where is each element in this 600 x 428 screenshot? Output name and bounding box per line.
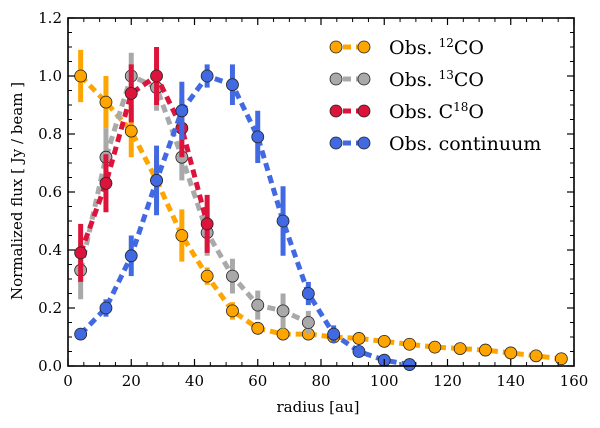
data-point [301, 287, 315, 300]
data-point [251, 298, 265, 312]
data-point [403, 337, 416, 351]
data-point [200, 69, 214, 83]
legend-marker [329, 40, 343, 54]
data-point [226, 78, 239, 92]
x-tick-label: 120 [433, 372, 462, 390]
series-0 [74, 49, 568, 366]
data-point [99, 301, 113, 315]
y-axis-label: Normalized flux [ Jy / beam ] [8, 82, 26, 300]
legend-label: Obs. 12CO [389, 36, 484, 59]
y-tick-label: 1.0 [38, 67, 62, 85]
data-point [403, 358, 416, 371]
legend-label: Obs. continuum [389, 133, 541, 155]
x-axis-label: radius [au] [277, 398, 360, 416]
x-tick-label: 40 [185, 372, 204, 390]
data-point [301, 316, 315, 329]
data-point [276, 214, 290, 228]
legend-marker [357, 40, 371, 54]
axes-layer: 0 20 40 60 80 100 120 140 160 0.0 0.2 0.4 0.6 0.8 1.0 1… [38, 9, 588, 390]
data-point [377, 334, 391, 348]
data-point [226, 304, 239, 318]
legend-marker [357, 72, 371, 86]
legend-item-1: Obs. 13CO [329, 68, 484, 91]
y-tick-label: 0.0 [38, 357, 62, 375]
data-point [74, 246, 88, 260]
y-tick-label: 0.8 [38, 125, 62, 143]
y-tick-label: 0.2 [38, 299, 62, 317]
data-point [150, 69, 163, 83]
legend-marker [357, 104, 371, 118]
data-point [74, 69, 88, 83]
legend-marker [329, 104, 343, 118]
data-point [124, 249, 138, 263]
series-layer [74, 47, 568, 371]
data-point [352, 332, 366, 345]
data-point [226, 269, 239, 283]
data-point [175, 229, 189, 242]
y-tick-label: 0.4 [38, 241, 62, 259]
legend-label: Obs. 13CO [389, 68, 484, 91]
data-point [251, 130, 265, 144]
x-tick-label: 20 [122, 372, 141, 390]
x-tick-label: 160 [560, 372, 589, 390]
data-point [200, 269, 214, 283]
legend: Obs. 12CO Obs. 13CO Obs. C18O Obs. continuu… [329, 36, 541, 155]
data-point [99, 95, 113, 109]
x-tick-label: 80 [311, 372, 330, 390]
data-point [352, 345, 366, 358]
x-tick-label: 60 [248, 372, 267, 390]
data-point [453, 342, 467, 356]
legend-marker [357, 136, 371, 150]
data-point [276, 327, 290, 341]
data-point [327, 327, 341, 341]
y-tick-label: 0.6 [38, 183, 62, 201]
legend-marker [329, 72, 343, 86]
y-tick-label: 1.2 [38, 9, 62, 27]
data-point [99, 176, 113, 190]
x-tick-label: 0 [63, 372, 73, 390]
data-point [504, 346, 518, 360]
data-point [124, 87, 138, 100]
data-point [428, 340, 442, 354]
data-point [124, 124, 138, 138]
data-point [175, 104, 189, 118]
legend-item-0: Obs. 12CO [329, 36, 484, 59]
data-point [529, 349, 543, 363]
data-point [479, 343, 492, 357]
legend-label: Obs. C18O [389, 100, 484, 123]
legend-item-2: Obs. C18O [329, 100, 484, 123]
legend-marker [329, 136, 343, 150]
data-point [74, 327, 88, 341]
data-point [554, 352, 568, 366]
data-point [251, 321, 265, 335]
data-point [200, 217, 214, 231]
series-line [78, 72, 310, 325]
x-tick-label: 140 [496, 372, 525, 390]
data-point [276, 304, 290, 318]
series-line [78, 72, 210, 254]
legend-item-3: Obs. continuum [329, 133, 541, 155]
series-3 [74, 64, 416, 371]
data-point [150, 173, 163, 187]
x-tick-label: 100 [370, 372, 399, 390]
